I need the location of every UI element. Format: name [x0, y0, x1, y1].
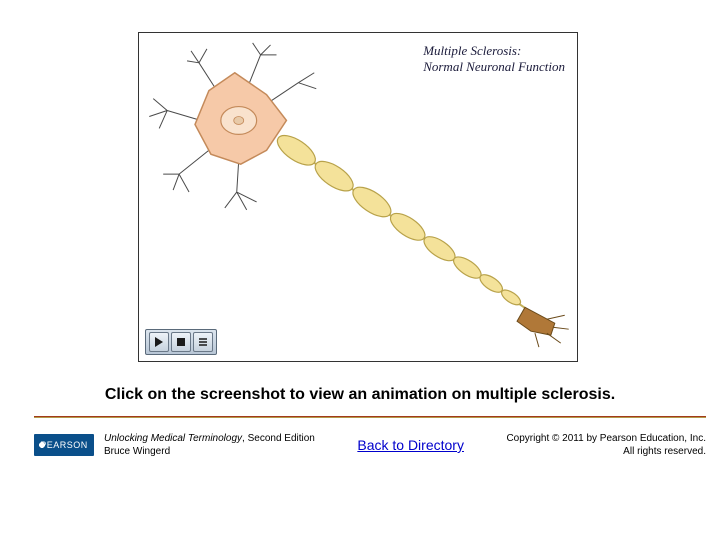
back-to-directory-link[interactable]: Back to Directory: [357, 437, 464, 453]
instruction-text: Click on the screenshot to view an anima…: [0, 386, 720, 404]
animation-screenshot[interactable]: Multiple Sclerosis: Normal Neuronal Func…: [138, 32, 578, 362]
book-title-line: Unlocking Medical Terminology, Second Ed…: [104, 432, 315, 445]
copyright: Copyright © 2011 by Pearson Education, I…: [506, 432, 706, 458]
book-info: Unlocking Medical Terminology, Second Ed…: [104, 432, 315, 458]
neuron-diagram: [139, 33, 577, 361]
menu-icon: [198, 337, 208, 347]
copyright-line1: Copyright © 2011 by Pearson Education, I…: [506, 432, 706, 445]
copyright-line2: All rights reserved.: [506, 445, 706, 458]
media-controls: [145, 329, 217, 355]
stop-button[interactable]: [171, 332, 191, 352]
footer-left: PEARSON Unlocking Medical Terminology, S…: [34, 432, 315, 458]
diagram-title: Multiple Sclerosis: Normal Neuronal Func…: [423, 43, 565, 76]
book-edition: , Second Edition: [242, 433, 315, 444]
play-button[interactable]: [149, 332, 169, 352]
footer: PEARSON Unlocking Medical Terminology, S…: [34, 432, 706, 458]
menu-button[interactable]: [193, 332, 213, 352]
play-icon: [154, 337, 164, 347]
divider: [34, 416, 706, 418]
pearson-logo-text: PEARSON: [40, 440, 88, 450]
book-author: Bruce Wingerd: [104, 445, 315, 458]
pearson-logo: PEARSON: [34, 434, 94, 456]
stop-icon: [176, 337, 186, 347]
diagram-title-line1: Multiple Sclerosis:: [423, 43, 565, 59]
diagram-title-line2: Normal Neuronal Function: [423, 59, 565, 75]
book-title: Unlocking Medical Terminology: [104, 433, 242, 444]
